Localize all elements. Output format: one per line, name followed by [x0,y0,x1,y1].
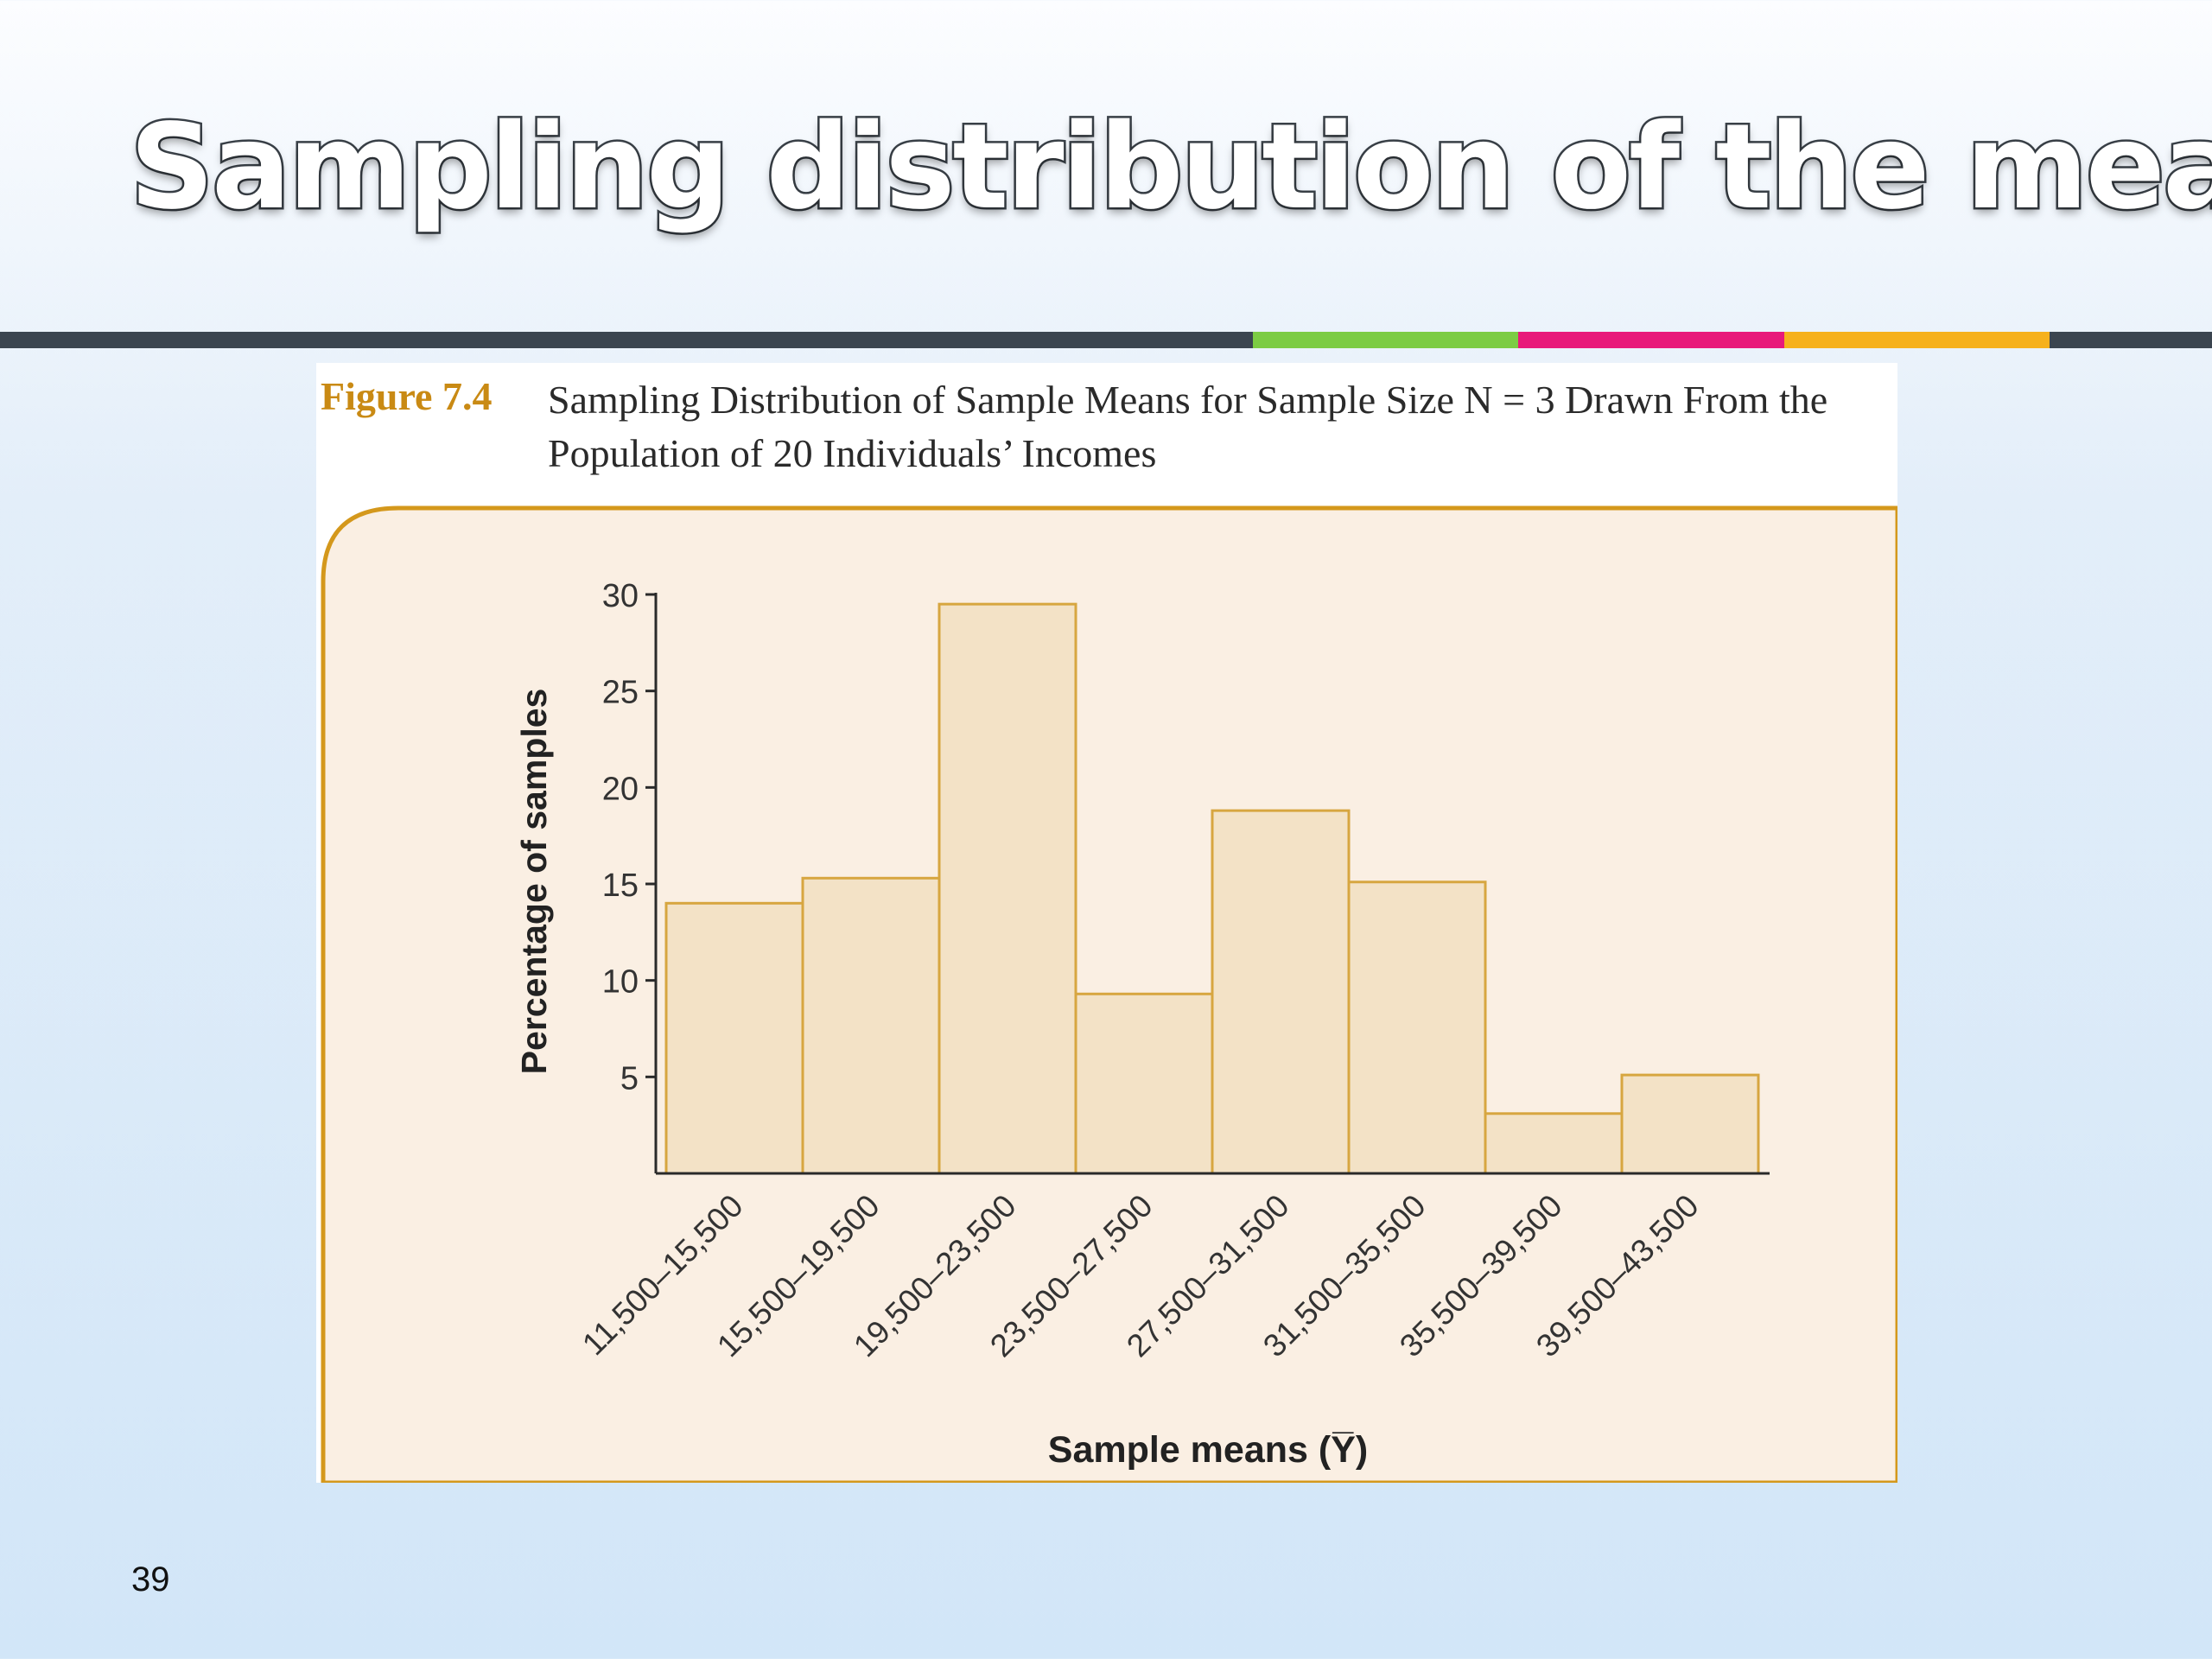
bar-3 [938,602,1077,1175]
figure-caption: Sampling Distribution of Sample Means fo… [548,373,1887,480]
figure-caption-line-1: Sampling Distribution of Sample Means fo… [548,378,1828,422]
bar-4 [1074,992,1214,1175]
bar-6 [1347,880,1487,1175]
figure-caption-line-2: Population of 20 Individuals’ Incomes [548,431,1157,475]
bar-1 [664,901,804,1175]
title-divider [0,332,2212,348]
bars-layer [664,602,1760,1175]
divider-accent-green [1253,332,1518,348]
bar-7 [1484,1112,1624,1175]
y-tick-label: 5 [620,1060,639,1096]
bar-2 [801,876,941,1175]
y-ticks-layer: 5 10 15 20 25 30 [602,578,656,1096]
divider-accent-orange [1784,332,2050,348]
x-axis-label: Sample means (Y̅) [1048,1429,1368,1471]
bar-8 [1620,1073,1760,1175]
y-tick-label: 15 [602,868,639,904]
y-tick-label: 25 [602,675,639,711]
y-tick-label: 30 [602,578,639,614]
figure-panel: 5 10 15 20 25 30 11,500–15,500 15,500–19,500 19… [316,363,1897,1483]
bar-5 [1211,809,1351,1175]
divider-accent-pink [1518,332,1784,348]
page-number: 39 [131,1560,170,1599]
y-axis-label: Percentage of samples [514,689,554,1075]
y-tick-label: 20 [602,771,639,807]
figure-label: Figure 7.4 [321,374,493,418]
y-tick-label: 10 [602,964,639,1001]
slide-title: Sampling distribution of the mean [127,98,2212,238]
